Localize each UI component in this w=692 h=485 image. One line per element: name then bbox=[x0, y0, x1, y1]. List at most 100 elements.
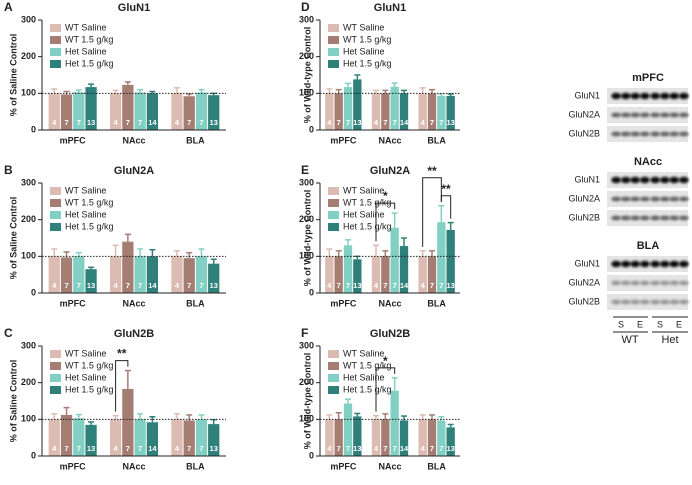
significance-bracket bbox=[115, 360, 129, 412]
blot-band bbox=[611, 215, 622, 221]
y-tick-label: 300 bbox=[299, 177, 314, 187]
y-tick-label: 0 bbox=[31, 124, 36, 134]
n-label: 4 bbox=[52, 118, 57, 127]
y-tick-label: 0 bbox=[309, 124, 314, 134]
legend-swatch bbox=[328, 350, 339, 358]
bar bbox=[122, 84, 134, 130]
x-tick-label: NAcc bbox=[122, 298, 145, 308]
legend-label: Het Saline bbox=[343, 46, 385, 56]
x-tick-label: mPFC bbox=[60, 135, 87, 145]
y-axis-label: % of Wild-type Control bbox=[302, 27, 312, 123]
bar bbox=[171, 419, 183, 456]
blot-band bbox=[639, 176, 650, 184]
blot-band bbox=[611, 92, 622, 100]
lane-label: E bbox=[676, 319, 682, 329]
x-tick-label: BLA bbox=[186, 298, 205, 308]
blot-row-label: GluN2B bbox=[568, 212, 600, 222]
n-label: 7 bbox=[393, 118, 397, 127]
bar bbox=[427, 256, 437, 293]
blot-band bbox=[630, 215, 641, 221]
blot-row-label: GluN1 bbox=[574, 90, 600, 100]
blot-band bbox=[620, 131, 631, 137]
n-label: 7 bbox=[199, 281, 203, 290]
bar bbox=[446, 427, 455, 456]
n-label: 7 bbox=[77, 118, 81, 127]
bar bbox=[195, 256, 208, 293]
bar bbox=[85, 424, 97, 456]
n-label: 4 bbox=[175, 281, 180, 290]
legend-swatch bbox=[50, 24, 61, 32]
bar bbox=[146, 256, 159, 293]
n-label: 4 bbox=[374, 118, 379, 127]
legend-label: WT 1.5 g/kg bbox=[65, 360, 113, 370]
blot-row-label: GluN2A bbox=[568, 277, 600, 287]
n-label: 4 bbox=[374, 444, 379, 453]
y-tick-label: 100 bbox=[299, 414, 314, 424]
legend-swatch bbox=[328, 386, 339, 394]
blot-band bbox=[639, 92, 650, 100]
lane-label: S bbox=[657, 319, 663, 329]
legend-swatch bbox=[50, 48, 61, 56]
bar bbox=[325, 419, 334, 456]
legend-swatch bbox=[328, 24, 339, 32]
n-label: 7 bbox=[126, 281, 130, 290]
bar bbox=[73, 256, 85, 293]
legend-swatch bbox=[328, 223, 339, 231]
blot-band bbox=[678, 196, 689, 202]
n-label: 7 bbox=[138, 444, 142, 453]
bar bbox=[122, 241, 134, 293]
blot-band bbox=[650, 176, 661, 184]
n-label: 13 bbox=[87, 281, 95, 290]
y-tick-label: 0 bbox=[31, 450, 36, 460]
blot-band bbox=[669, 260, 680, 268]
legend-swatch bbox=[50, 211, 61, 219]
legend-label: Het 1.5 g/kg bbox=[343, 58, 392, 68]
bar bbox=[371, 256, 381, 293]
legend-swatch bbox=[328, 187, 339, 195]
y-tick-label: 0 bbox=[31, 287, 36, 297]
blot-row-label: GluN2B bbox=[568, 128, 600, 138]
bar bbox=[446, 229, 455, 293]
legend-swatch bbox=[328, 199, 339, 207]
blot-band bbox=[678, 260, 689, 268]
blot-band bbox=[650, 112, 661, 118]
n-label: 4 bbox=[114, 444, 119, 453]
n-label: 7 bbox=[430, 118, 434, 127]
n-label: 13 bbox=[210, 118, 218, 127]
n-label: 7 bbox=[199, 444, 203, 453]
n-label: 14 bbox=[400, 281, 409, 290]
y-tick-label: 300 bbox=[21, 177, 36, 187]
chart-title: GluN2A bbox=[370, 165, 410, 177]
x-tick-label: mPFC bbox=[330, 298, 357, 308]
n-label: 7 bbox=[439, 281, 443, 290]
n-label: 13 bbox=[446, 118, 454, 127]
n-label: 4 bbox=[114, 281, 119, 290]
blot-band bbox=[669, 112, 680, 118]
n-label: 7 bbox=[64, 444, 68, 453]
bar bbox=[343, 87, 353, 130]
n-label: 4 bbox=[52, 281, 57, 290]
n-label: 14 bbox=[148, 118, 157, 127]
bar bbox=[134, 256, 146, 293]
significance-bracket bbox=[440, 195, 452, 219]
bar bbox=[381, 93, 390, 130]
blot-band bbox=[669, 176, 680, 184]
x-tick-label: BLA bbox=[427, 461, 446, 471]
y-tick-label: 200 bbox=[299, 51, 314, 61]
bar bbox=[325, 93, 334, 130]
bar bbox=[353, 416, 362, 456]
blot-row-label: GluN1 bbox=[574, 258, 600, 268]
n-label: 4 bbox=[421, 444, 426, 453]
legend-label: Het 1.5 g/kg bbox=[65, 221, 114, 231]
bar bbox=[73, 92, 85, 130]
n-label: 7 bbox=[439, 444, 443, 453]
bar bbox=[325, 256, 334, 293]
blot-band bbox=[620, 176, 631, 184]
blot-band bbox=[669, 92, 680, 100]
blot-band bbox=[659, 176, 670, 184]
significance-bracket bbox=[375, 202, 396, 242]
lane-label: S bbox=[618, 319, 624, 329]
